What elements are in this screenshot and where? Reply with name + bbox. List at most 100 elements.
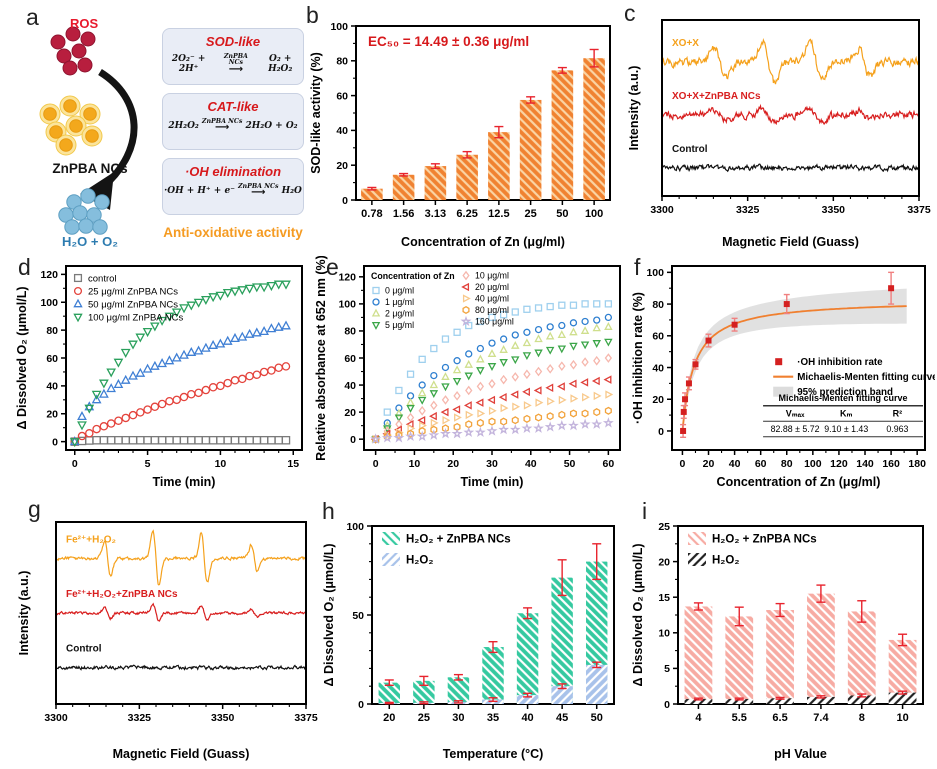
svg-text:45: 45: [556, 712, 568, 724]
znpba-ncs-label: ZnPBA NCs: [52, 161, 128, 176]
svg-text:120: 120: [830, 458, 848, 470]
svg-text:Δ Dissolved O₂ (μmol/L): Δ Dissolved O₂ (μmol/L): [631, 543, 645, 686]
svg-text:Fe²⁺+H₂O₂: Fe²⁺+H₂O₂: [66, 534, 116, 545]
svg-text:120: 120: [40, 269, 58, 281]
product-label: H₂O + O₂: [62, 234, 118, 249]
svg-text:1 μg/ml: 1 μg/ml: [385, 297, 414, 307]
svg-text:5: 5: [664, 663, 670, 675]
temperature-bar-chart: 0 50 100 Δ Dissolved O₂ (μmol/L) Temperature…: [322, 521, 615, 761]
svg-text:Michaelis-Menten fitting curve: Michaelis-Menten fitting curve: [779, 393, 908, 403]
svg-text:20: 20: [703, 458, 715, 470]
svg-text:50: 50: [556, 208, 568, 220]
svg-text:Temperature (°C): Temperature (°C): [443, 747, 544, 761]
panel-label-d: d: [18, 254, 31, 280]
svg-text:Concentration of Zn: Concentration of Zn: [371, 271, 455, 281]
svg-text:60: 60: [755, 458, 767, 470]
svg-text:0: 0: [342, 195, 348, 207]
svg-text:10: 10: [658, 628, 670, 640]
svg-text:180: 180: [908, 458, 926, 470]
absorbance-scatter-chart: 0 20 40 60 80 100 120 0 10 20 30 40 50 60 Relative abs…: [314, 255, 621, 489]
svg-text:25 μg/ml ZnPBA NCs: 25 μg/ml ZnPBA NCs: [88, 286, 178, 297]
svg-text:100: 100: [40, 297, 58, 309]
svg-text:60: 60: [344, 353, 356, 365]
svg-text:1.56: 1.56: [393, 208, 414, 220]
svg-text:20: 20: [344, 407, 356, 419]
svg-text:Control: Control: [66, 644, 102, 655]
panel-label-c: c: [624, 0, 636, 26]
svg-text:100: 100: [646, 267, 664, 279]
svg-text:Δ Dissolved O₂ (μmol/L): Δ Dissolved O₂ (μmol/L): [15, 286, 29, 429]
svg-text:20 μg/ml: 20 μg/ml: [475, 282, 509, 292]
svg-text:3350: 3350: [211, 712, 235, 724]
panel-f-inhibition-chart: f 0 20 40 60 80 100 0 20 40 60 80 100 120 140 160 180 ·O…: [630, 256, 937, 494]
reaction-title: SOD-like: [205, 34, 261, 49]
svg-text:10: 10: [409, 458, 421, 470]
svg-text:140: 140: [856, 458, 874, 470]
svg-text:80: 80: [652, 299, 664, 311]
ros-spheres-icon: [50, 26, 96, 76]
svg-text:20: 20: [46, 409, 58, 421]
svg-text:control: control: [88, 273, 117, 284]
svg-text:2 μg/ml: 2 μg/ml: [385, 309, 414, 319]
svg-text:60: 60: [336, 90, 348, 102]
panel-label-i: i: [642, 498, 648, 524]
panel-c-epr-superoxide-chart: c 3300 3325 3350 3375 Intensity (a.u.) Magnet…: [622, 2, 935, 254]
panel-label-a: a: [26, 4, 39, 30]
svg-text:Time (min): Time (min): [153, 475, 216, 489]
svg-text:XO+X: XO+X: [672, 38, 699, 49]
svg-text:120: 120: [338, 272, 356, 284]
svg-text:80: 80: [46, 325, 58, 337]
svg-text:Magnetic Field (Guass): Magnetic Field (Guass): [722, 235, 859, 249]
svg-text:0: 0: [664, 699, 670, 711]
svg-text:60: 60: [46, 353, 58, 365]
svg-text:20: 20: [658, 556, 670, 568]
svg-text:160: 160: [882, 458, 900, 470]
svg-text:H₂O₂ + ZnPBA NCs: H₂O₂ + ZnPBA NCs: [406, 534, 511, 546]
svg-text:H₂O₂ + ZnPBA NCs: H₂O₂ + ZnPBA NCs: [712, 534, 817, 546]
svg-text:20: 20: [383, 712, 395, 724]
svg-text:40 μg/ml: 40 μg/ml: [475, 294, 509, 304]
svg-text:3375: 3375: [294, 712, 318, 724]
arrow-glyph: ⟶: [215, 122, 230, 134]
panel-label-e: e: [326, 254, 339, 280]
svg-text:5: 5: [145, 458, 151, 470]
svg-text:0: 0: [52, 436, 58, 448]
svg-text:Intensity (a.u.): Intensity (a.u.): [627, 66, 641, 151]
oh-inhibition-fit-chart: 0 20 40 60 80 100 0 20 40 60 80 100 120 140 160 180 ·OH …: [631, 265, 937, 489]
svg-text:6.25: 6.25: [456, 208, 477, 220]
panel-d-dissolved-o2-chart: d 0 20 40 60 80 100 120 0 5 10 15 Δ Dissolved O₂ (μ…: [12, 256, 310, 494]
svg-text:80: 80: [344, 326, 356, 338]
svg-text:H₂O₂: H₂O₂: [406, 555, 433, 567]
panel-e-absorbance-chart: e 0 20 40 60 80 100 120 0 10 20 30 40 50 60 Relative a…: [312, 254, 628, 494]
znpba-spheres-icon: [39, 95, 103, 156]
svg-text:40: 40: [344, 380, 356, 392]
svg-text:Fe²⁺+H₂O₂+ZnPBA NCs: Fe²⁺+H₂O₂+ZnPBA NCs: [66, 589, 178, 600]
epr-hydroxyl-chart: 3300 3325 3350 3375 Intensity (a.u.) Magnetic…: [17, 521, 318, 761]
svg-text:20: 20: [652, 394, 664, 406]
svg-text:40: 40: [336, 125, 348, 137]
svg-text:0 μg/ml: 0 μg/ml: [385, 286, 414, 296]
svg-text:100: 100: [585, 208, 603, 220]
svg-text:82.88 ± 5.72: 82.88 ± 5.72: [771, 424, 820, 434]
svg-text:R²: R²: [893, 409, 903, 419]
svg-text:80: 80: [781, 458, 793, 470]
svg-text:95% prediction band: 95% prediction band: [797, 387, 893, 398]
svg-text:5 μg/ml: 5 μg/ml: [385, 320, 414, 330]
product-spheres-icon: [58, 188, 110, 235]
svg-text:40: 40: [521, 712, 533, 724]
svg-text:160 μg/ml: 160 μg/ml: [475, 317, 514, 327]
svg-text:100 μg/ml ZnPBA NCs: 100 μg/ml ZnPBA NCs: [88, 312, 183, 323]
svg-text:·OH inhibition rate (%): ·OH inhibition rate (%): [631, 292, 645, 424]
reaction-lhs: 2O₂⁻ + 2H⁺: [171, 54, 206, 75]
svg-text:25: 25: [525, 208, 537, 220]
panel-label-h: h: [322, 498, 335, 524]
reaction-title: ·OH elimination: [184, 164, 282, 179]
svg-text:50: 50: [591, 712, 603, 724]
svg-text:pH Value: pH Value: [774, 747, 827, 761]
reaction-title: CAT-like: [207, 99, 259, 114]
svg-text:0: 0: [680, 458, 686, 470]
svg-text:0: 0: [72, 458, 78, 470]
svg-text:0.963: 0.963: [886, 424, 908, 434]
svg-text:10 μg/ml: 10 μg/ml: [475, 271, 509, 281]
svg-text:80 μg/ml: 80 μg/ml: [475, 305, 509, 315]
